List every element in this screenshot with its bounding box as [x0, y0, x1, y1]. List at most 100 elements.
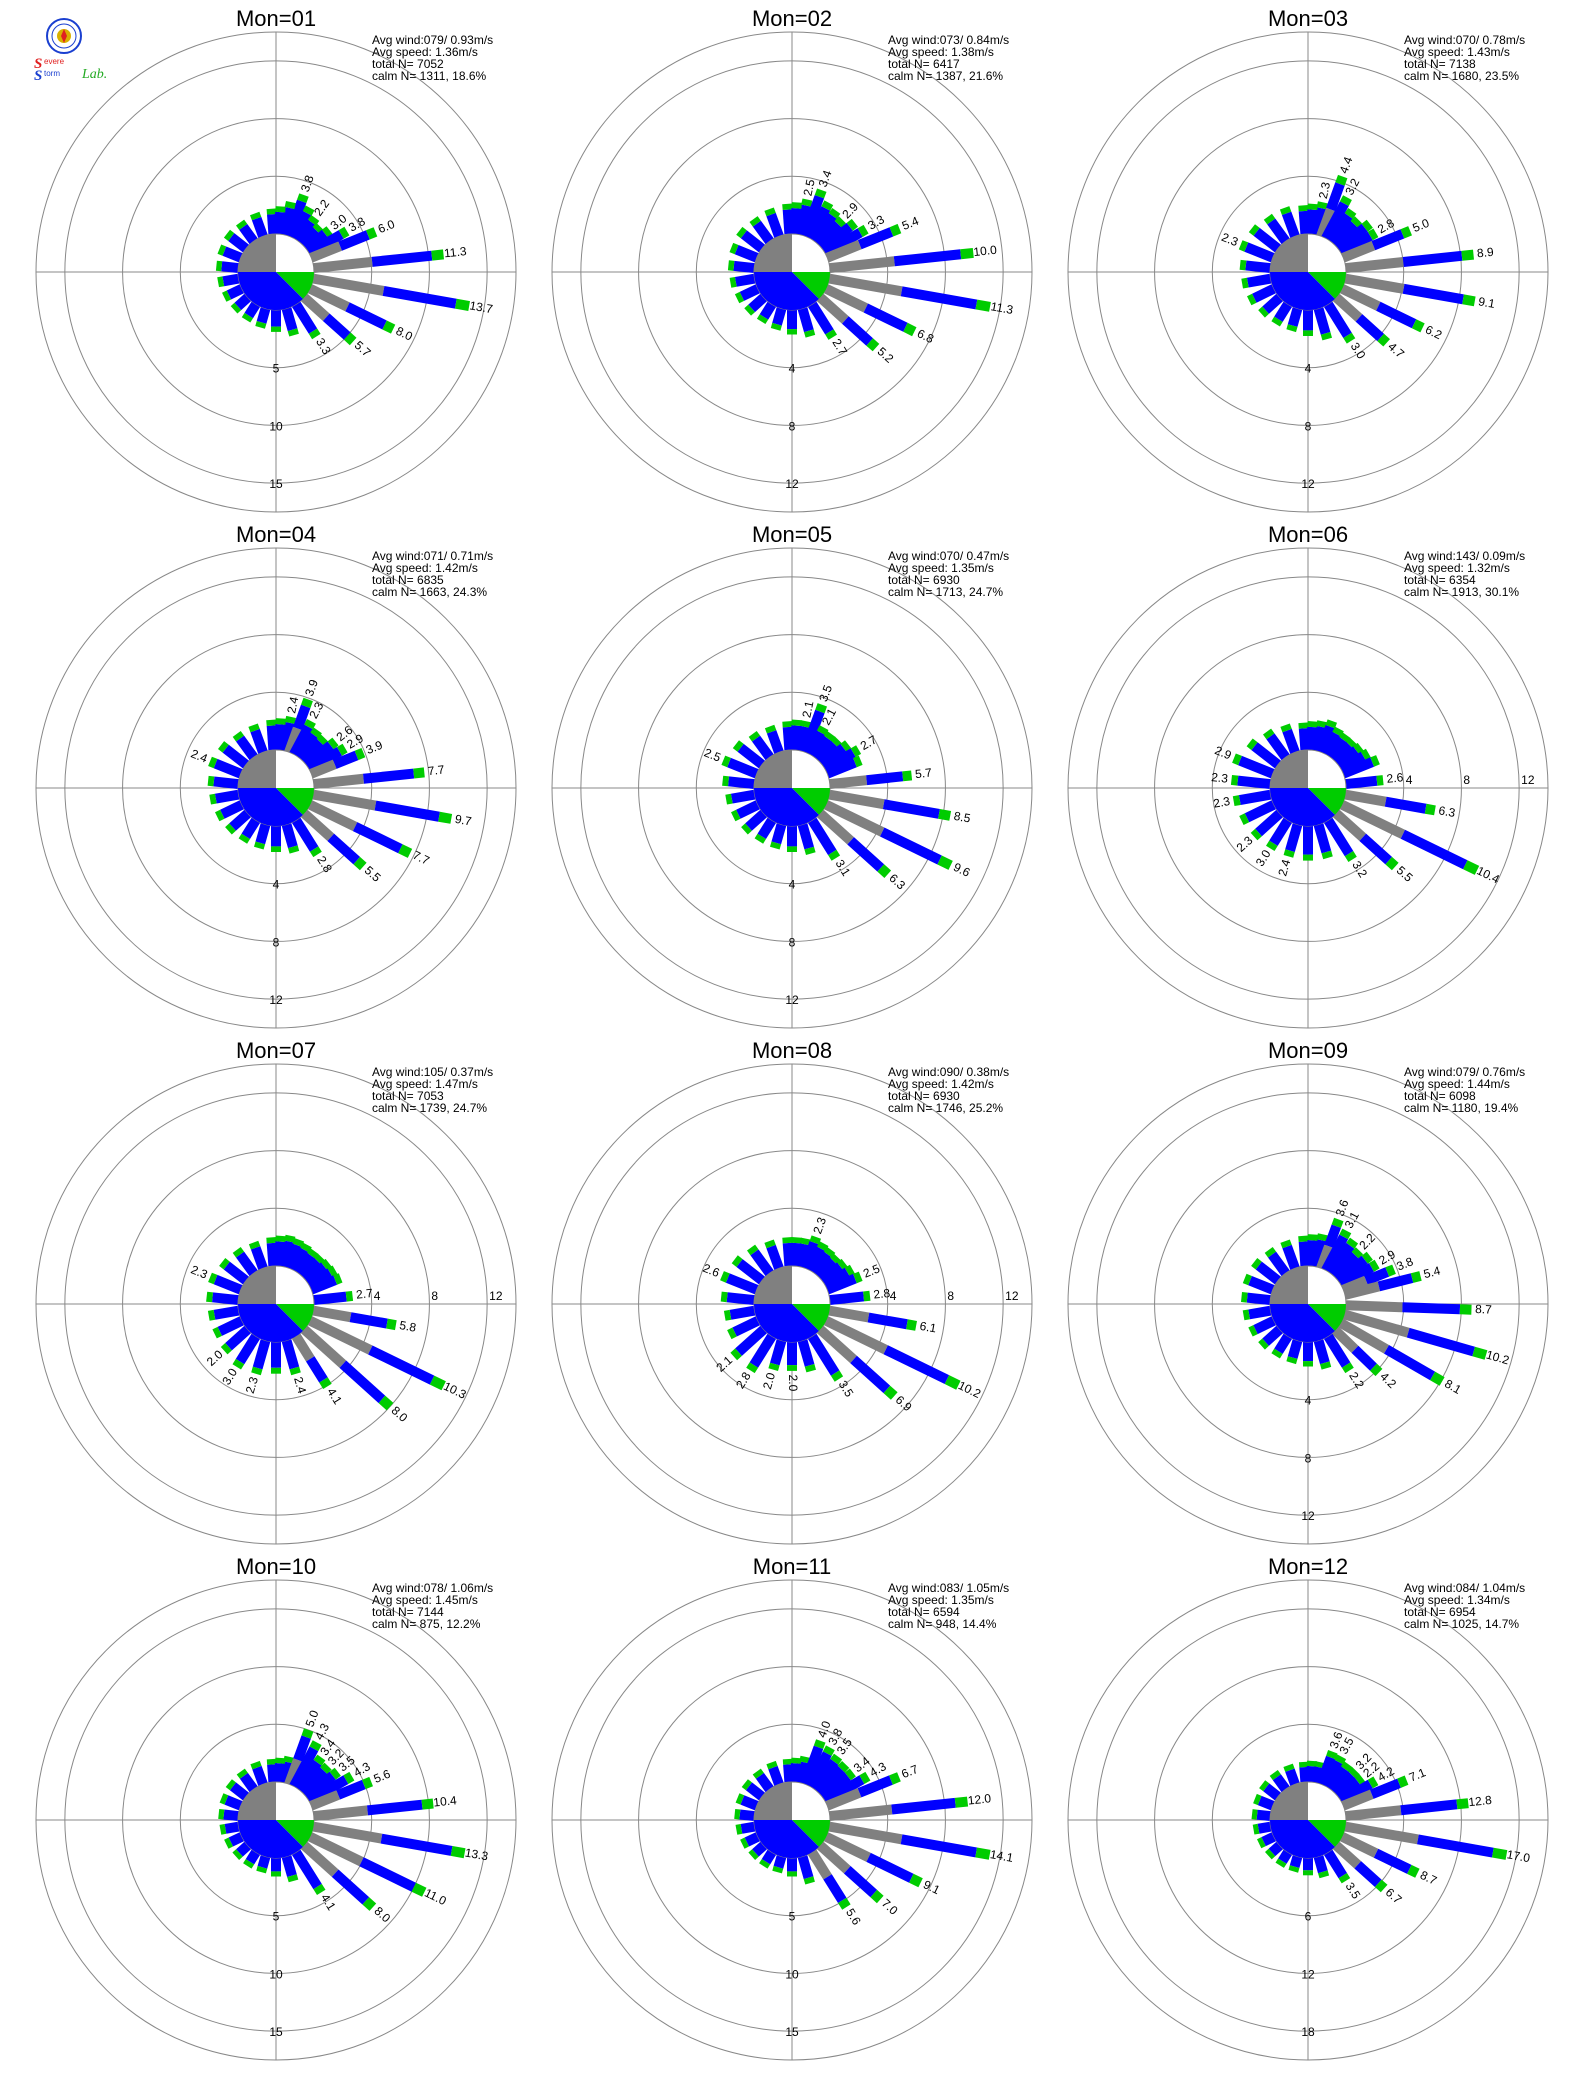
bar-value-label: 2.1	[713, 1353, 735, 1375]
bar-green-segment	[413, 767, 425, 779]
bar-blue-segment	[359, 1857, 416, 1892]
bar-green-segment	[791, 1237, 802, 1244]
stats-line: Avg wind:073/ 0.84m/s	[888, 33, 1009, 47]
bar-value-label: 6.7	[1383, 1885, 1405, 1907]
bar-blue-segment	[294, 1759, 322, 1793]
bar-gray-segment	[828, 789, 885, 810]
bar-green-segment	[236, 1768, 248, 1779]
bar-value-label: 7.7	[427, 763, 445, 779]
bar-value-label: 17.0	[1506, 1847, 1532, 1865]
bar-green-segment	[766, 1760, 778, 1770]
bar-blue-segment	[810, 1251, 832, 1277]
rose-title: Mon=04	[236, 522, 316, 547]
bar-green-segment	[250, 211, 262, 221]
bar-blue-segment	[1282, 728, 1300, 754]
bar-blue-segment	[749, 1333, 777, 1368]
bar-blue-segment	[728, 776, 755, 789]
bar-gray-segment	[1340, 1832, 1379, 1858]
bar-gray-segment	[300, 1841, 339, 1877]
bar-green-segment	[787, 846, 797, 852]
bar-blue-segment	[727, 757, 759, 779]
bar-green-segment	[748, 1849, 759, 1860]
bar-green-segment	[232, 1247, 245, 1258]
bar-blue-segment	[744, 1832, 760, 1847]
bar-blue-segment	[1330, 741, 1354, 765]
ring-label: 4	[789, 878, 796, 892]
bar-green-segment	[1462, 294, 1476, 307]
ring-label: 8	[1463, 773, 1470, 787]
bar-green-segment	[889, 1772, 901, 1785]
bar-blue-segment	[1323, 301, 1352, 338]
bar-blue-segment	[730, 789, 756, 804]
bar-gray-segment	[825, 240, 862, 263]
bar-green-segment	[300, 1242, 312, 1253]
stats-line: Avg wind:070/ 0.47m/s	[888, 549, 1009, 563]
bar-blue-segment	[224, 1795, 243, 1811]
bar-green-segment	[209, 793, 217, 805]
bar-green-segment	[1430, 1371, 1445, 1386]
bar-value-label: 12.0	[967, 1791, 992, 1807]
bar-green-segment	[1459, 1304, 1472, 1315]
bar-gray-segment	[824, 1316, 888, 1355]
bar-green-segment	[734, 1809, 741, 1820]
bar-gray-segment	[1340, 284, 1381, 311]
bar-blue-segment	[787, 826, 797, 847]
bar-gray-segment	[284, 1758, 303, 1786]
svg-text:evere: evere	[44, 57, 65, 66]
bar-gray-segment	[816, 1325, 857, 1364]
bar-value-label: 3.2	[1349, 858, 1370, 880]
bar-blue-segment	[293, 1735, 311, 1762]
bar-blue-segment	[734, 273, 756, 287]
bar-value-label: 2.5	[861, 1261, 882, 1280]
bar-blue-segment	[805, 1751, 832, 1789]
stats-line: calm N= 1746, 25.2%	[888, 1101, 1003, 1115]
bar-value-label: 2.7	[829, 336, 850, 358]
bar-green-segment	[1263, 728, 1275, 740]
bar-green-segment	[1280, 723, 1292, 733]
bar-green-segment	[1241, 1292, 1248, 1303]
bar-green-segment	[321, 1258, 332, 1271]
bar-blue-segment	[882, 799, 940, 819]
bar-blue-segment	[255, 823, 271, 845]
stats-line: calm N= 1913, 30.1%	[1404, 585, 1519, 599]
bar-green-segment	[735, 1824, 743, 1835]
bar-gray-segment	[313, 256, 373, 273]
calm-sector-green	[276, 1304, 315, 1331]
bar-value-label: 3.1	[833, 857, 854, 879]
bar-green-segment	[772, 1865, 784, 1874]
bar-value-label: 2.3	[243, 1375, 261, 1395]
bar-blue-segment	[1303, 1342, 1313, 1362]
bar-green-segment	[284, 201, 296, 209]
bar-green-segment	[749, 216, 761, 227]
bar-green-segment	[438, 811, 453, 824]
bar-value-label: 5.6	[372, 1767, 393, 1786]
bar-gray-segment	[807, 1849, 832, 1880]
stats-line: Avg wind:079/ 0.93m/s	[372, 33, 493, 47]
bar-gray-segment	[1345, 257, 1404, 273]
bar-blue-segment	[213, 776, 239, 789]
bar-value-label: 3.6	[1333, 1197, 1352, 1218]
ring-label: 5	[273, 1910, 280, 1924]
calm-sector-blue	[753, 1304, 819, 1343]
bar-green-segment	[722, 775, 729, 787]
bar-gray-segment	[308, 1316, 373, 1355]
svg-text:torm: torm	[44, 69, 60, 78]
ring-label: 10	[269, 1967, 283, 1981]
bar-green-segment	[1275, 1858, 1287, 1868]
bar-blue-segment	[807, 817, 837, 856]
bar-value-label: 9.7	[454, 812, 473, 829]
bar-green-segment	[421, 1798, 434, 1810]
bar-value-label: 9.1	[921, 1877, 942, 1897]
bar-blue-segment	[771, 823, 787, 845]
bar-blue-segment	[736, 1259, 766, 1285]
bar-green-segment	[909, 1873, 923, 1888]
bar-green-segment	[754, 833, 766, 844]
bar-blue-segment	[234, 293, 252, 311]
bar-gray-segment	[309, 241, 342, 263]
bar-green-segment	[1271, 316, 1283, 327]
bar-green-segment	[1303, 330, 1313, 336]
ring-label: 8	[273, 935, 280, 949]
bar-green-segment	[1367, 228, 1379, 241]
bar-gray-segment	[816, 1841, 851, 1874]
bar-green-segment	[1307, 203, 1318, 210]
